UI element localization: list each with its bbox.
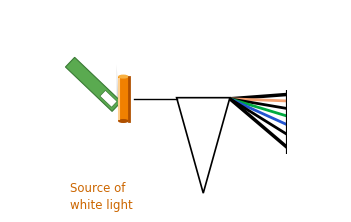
Polygon shape: [65, 57, 121, 111]
Text: Source of
white light: Source of white light: [70, 182, 133, 212]
Polygon shape: [100, 90, 117, 107]
Polygon shape: [117, 64, 118, 107]
Ellipse shape: [118, 119, 129, 123]
Ellipse shape: [118, 75, 129, 79]
FancyBboxPatch shape: [118, 77, 129, 121]
